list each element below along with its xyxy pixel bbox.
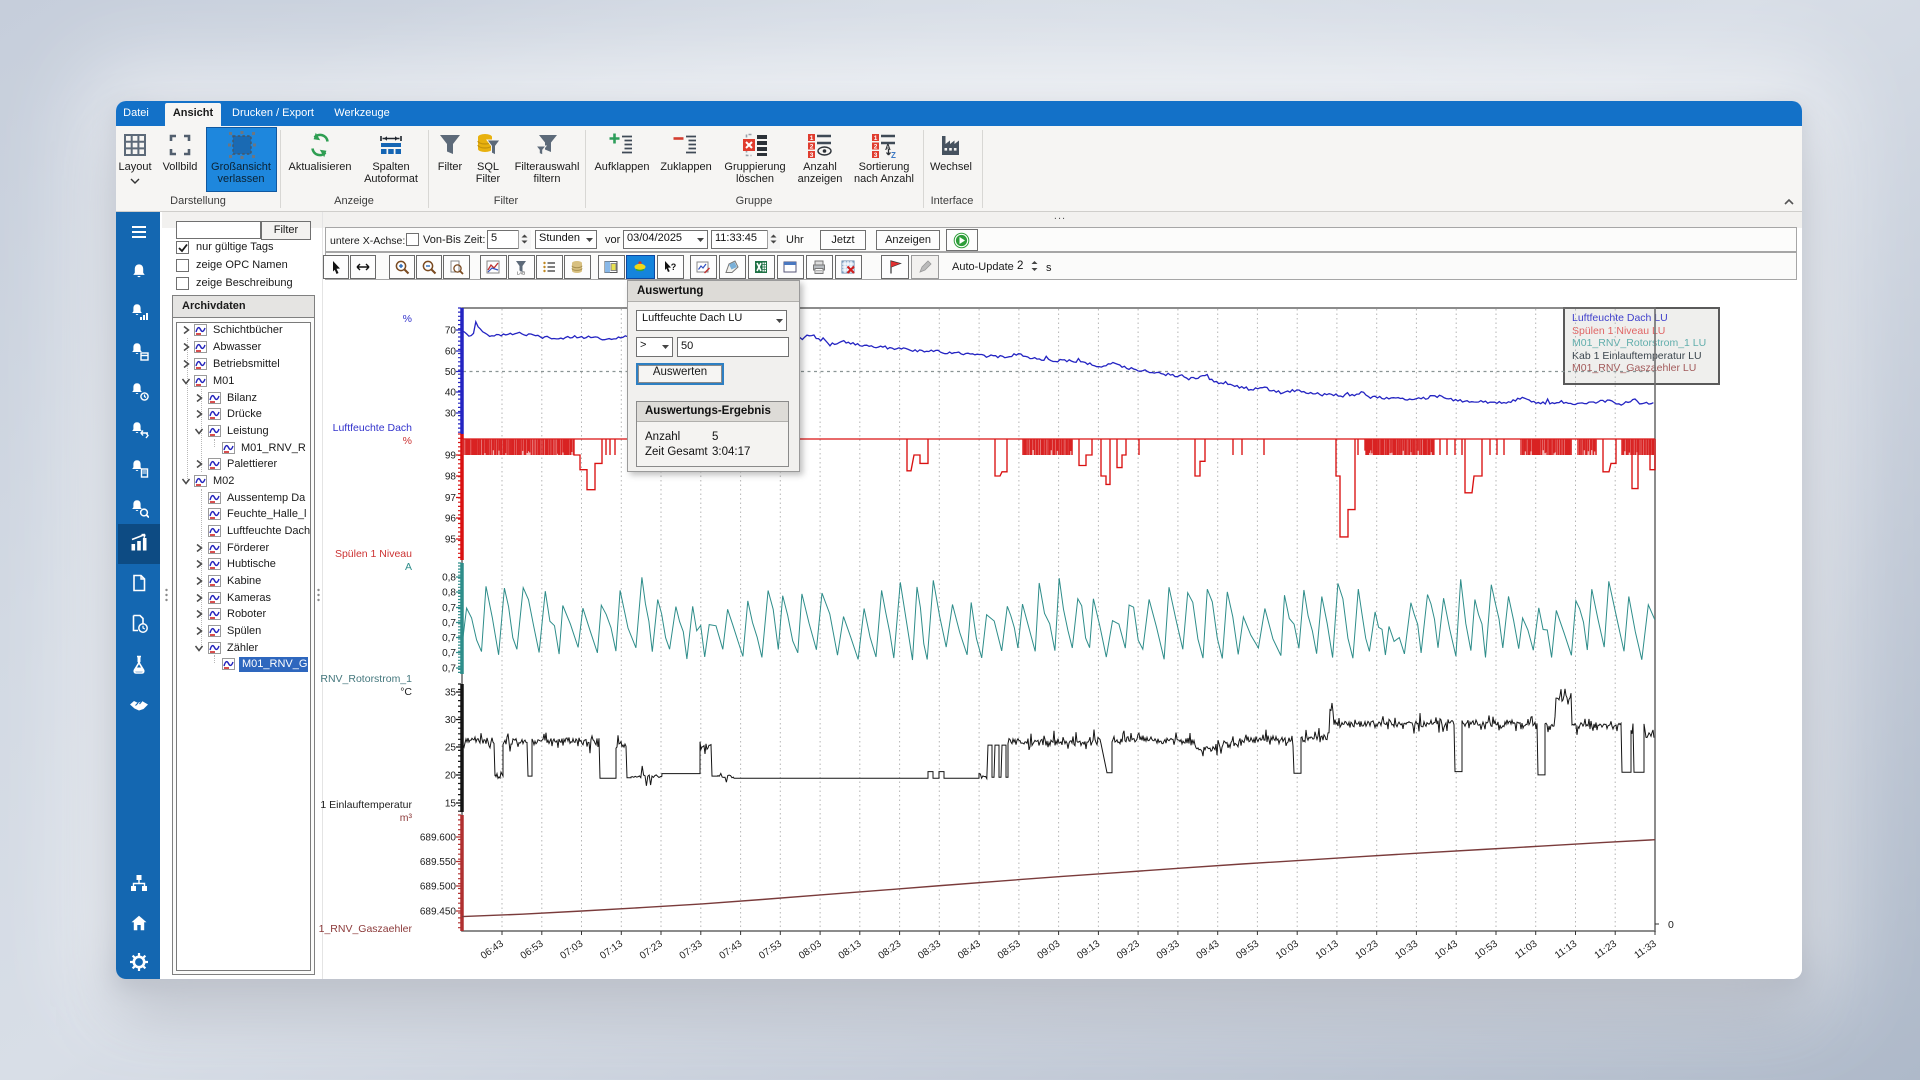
svg-text:10:33: 10:33 bbox=[1393, 938, 1420, 962]
svg-text:%: % bbox=[403, 435, 412, 447]
svg-text:10:23: 10:23 bbox=[1354, 938, 1381, 962]
svg-text:Z: Z bbox=[891, 151, 896, 158]
svg-text:50: 50 bbox=[445, 367, 457, 378]
svg-text:15: 15 bbox=[445, 799, 457, 810]
svg-text:10:13: 10:13 bbox=[1314, 938, 1341, 962]
svg-text:60: 60 bbox=[445, 347, 457, 358]
svg-text:09:03: 09:03 bbox=[1036, 938, 1063, 962]
svg-text:07:33: 07:33 bbox=[678, 938, 705, 962]
svg-text:0,7: 0,7 bbox=[442, 633, 456, 644]
svg-text:08:33: 08:33 bbox=[916, 938, 943, 962]
svg-text:689.600: 689.600 bbox=[420, 833, 457, 844]
svg-text:2: 2 bbox=[874, 144, 878, 151]
svg-text:30: 30 bbox=[445, 409, 457, 420]
svg-text:20: 20 bbox=[445, 771, 457, 782]
svg-text:0: 0 bbox=[1668, 919, 1674, 931]
svg-text:99: 99 bbox=[445, 451, 457, 462]
svg-text:70: 70 bbox=[445, 326, 457, 337]
svg-text:10:03: 10:03 bbox=[1274, 938, 1301, 962]
svg-text:08:23: 08:23 bbox=[877, 938, 904, 962]
svg-text:11:33: 11:33 bbox=[1633, 938, 1660, 961]
svg-text:0,7: 0,7 bbox=[442, 648, 456, 659]
svg-text:96: 96 bbox=[445, 514, 457, 525]
svg-text:3: 3 bbox=[874, 152, 878, 158]
svg-text:10:53: 10:53 bbox=[1473, 938, 1500, 962]
svg-text:1: 1 bbox=[810, 135, 814, 142]
svg-text:06:53: 06:53 bbox=[519, 938, 546, 962]
svg-text:m³: m³ bbox=[400, 812, 413, 824]
svg-text:Luftfeuchte Dach: Luftfeuchte Dach bbox=[333, 422, 413, 434]
svg-text:95: 95 bbox=[445, 535, 457, 546]
svg-text:1_RNV_Gaszaehler: 1_RNV_Gaszaehler bbox=[319, 923, 413, 935]
svg-text:09:33: 09:33 bbox=[1155, 938, 1182, 962]
svg-text:0,8: 0,8 bbox=[442, 573, 456, 584]
svg-text:07:03: 07:03 bbox=[558, 938, 585, 962]
svg-text:%: % bbox=[403, 313, 412, 325]
svg-text:0,7: 0,7 bbox=[442, 664, 456, 675]
svg-text:97: 97 bbox=[445, 493, 457, 504]
svg-text:°C: °C bbox=[400, 686, 412, 698]
svg-text:09:13: 09:13 bbox=[1075, 938, 1102, 962]
svg-text:25: 25 bbox=[445, 743, 457, 754]
svg-text:98: 98 bbox=[445, 472, 457, 483]
svg-text:A: A bbox=[405, 561, 412, 573]
svg-text:30: 30 bbox=[445, 715, 457, 726]
svg-text:?: ? bbox=[671, 262, 677, 272]
svg-text:2: 2 bbox=[810, 144, 814, 151]
svg-text:09:43: 09:43 bbox=[1195, 938, 1222, 962]
svg-text:Spülen 1 Niveau: Spülen 1 Niveau bbox=[335, 548, 412, 560]
svg-text:11:03: 11:03 bbox=[1513, 938, 1540, 961]
svg-text:08:43: 08:43 bbox=[956, 938, 983, 962]
svg-text:689.550: 689.550 bbox=[420, 857, 457, 868]
svg-text:689.450: 689.450 bbox=[420, 907, 457, 918]
svg-text:09:23: 09:23 bbox=[1115, 938, 1142, 962]
svg-text:08:13: 08:13 bbox=[837, 938, 864, 962]
svg-text:1: 1 bbox=[874, 135, 878, 142]
svg-text:40: 40 bbox=[445, 388, 457, 399]
svg-text:35: 35 bbox=[445, 688, 457, 699]
svg-text:07:43: 07:43 bbox=[718, 938, 745, 962]
svg-text:LAB: LAB bbox=[517, 271, 526, 276]
svg-text:07:23: 07:23 bbox=[638, 938, 665, 962]
svg-text:0,8: 0,8 bbox=[442, 588, 456, 599]
svg-text:3: 3 bbox=[810, 152, 814, 158]
svg-text:10:43: 10:43 bbox=[1433, 938, 1460, 962]
svg-text:A: A bbox=[885, 143, 891, 152]
svg-text:0,7: 0,7 bbox=[442, 603, 456, 614]
svg-text:0,7: 0,7 bbox=[442, 618, 456, 629]
svg-text:689.500: 689.500 bbox=[420, 882, 457, 893]
svg-text:06:43: 06:43 bbox=[479, 938, 506, 962]
svg-text:09:53: 09:53 bbox=[1234, 938, 1261, 962]
svg-text:08:53: 08:53 bbox=[996, 938, 1023, 962]
svg-text:11:13: 11:13 bbox=[1553, 938, 1580, 961]
svg-text:1 Einlauftemperatur: 1 Einlauftemperatur bbox=[320, 799, 412, 811]
svg-text:08:03: 08:03 bbox=[797, 938, 824, 962]
svg-text:07:13: 07:13 bbox=[598, 938, 625, 962]
svg-text:07:53: 07:53 bbox=[757, 938, 784, 962]
svg-text:11:23: 11:23 bbox=[1593, 938, 1620, 961]
svg-text:RNV_Rotorstrom_1: RNV_Rotorstrom_1 bbox=[320, 673, 412, 685]
